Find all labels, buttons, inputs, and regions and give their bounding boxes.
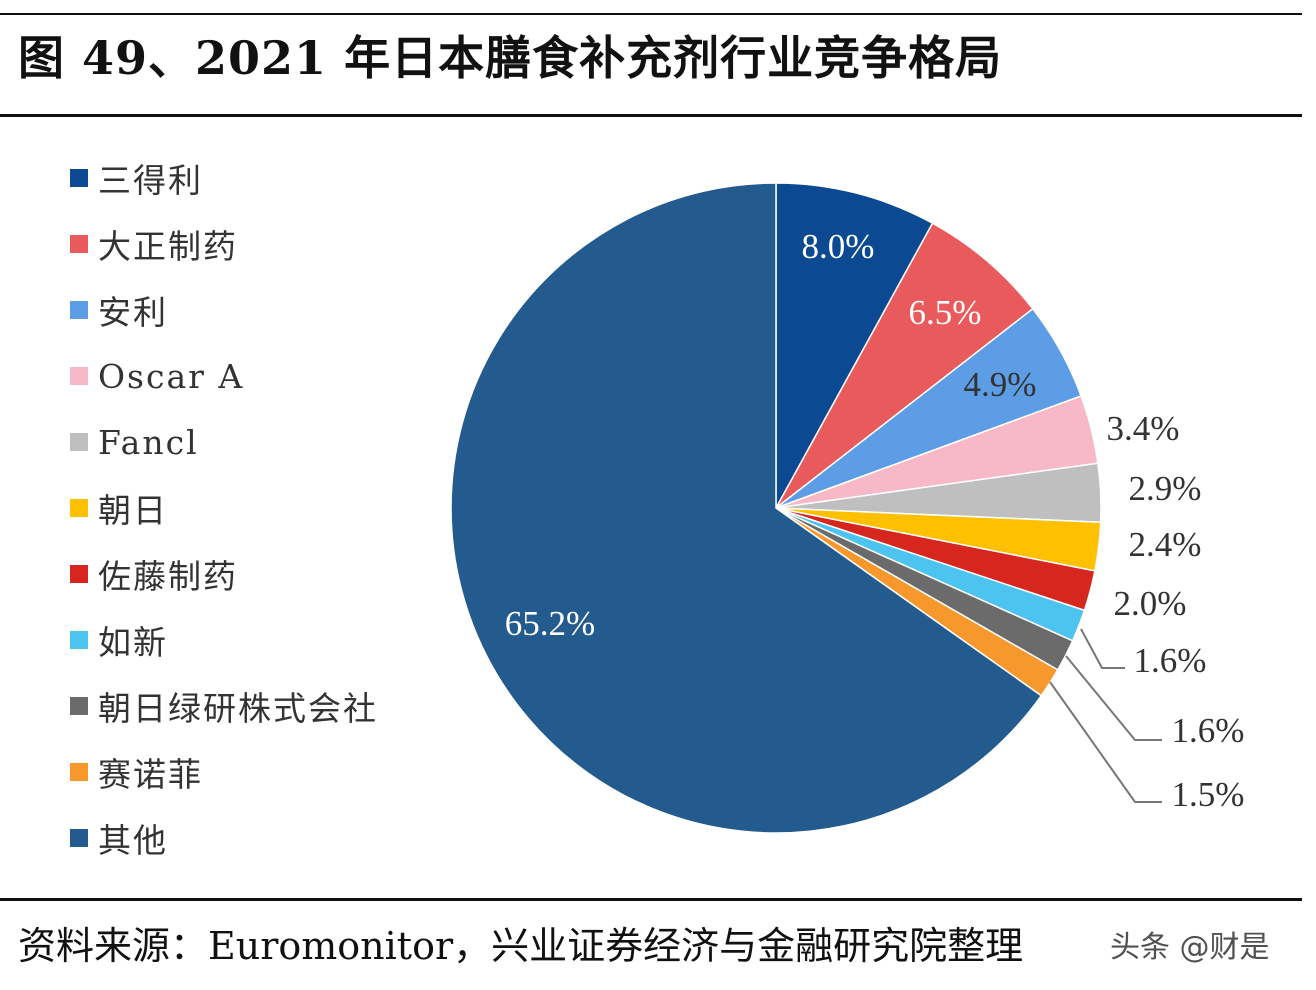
legend-label: 佐藤制药: [98, 557, 238, 596]
legend-swatch: [70, 499, 88, 517]
legend-item: 朝日绿研株式会社: [70, 673, 378, 739]
data-label: 8.0%: [802, 227, 875, 266]
legend-swatch: [70, 829, 88, 847]
top-rule: [0, 13, 1302, 15]
legend-item: 其他: [70, 805, 378, 871]
legend-item: 朝日: [70, 475, 378, 541]
data-label: 6.5%: [909, 293, 982, 332]
legend-item: Oscar A: [70, 343, 378, 409]
legend-label: 朝日绿研株式会社: [98, 689, 378, 728]
legend-swatch: [70, 697, 88, 715]
legend-swatch: [70, 565, 88, 583]
legend-label: 其他: [98, 821, 168, 860]
legend-label: 大正制药: [98, 227, 238, 266]
footer-rule: [0, 898, 1302, 901]
legend-item: 赛诺菲: [70, 739, 378, 805]
data-label: 1.6%: [1172, 711, 1245, 750]
leader-line: [1080, 628, 1125, 669]
legend-item: 三得利: [70, 145, 378, 211]
pie-slice: [450, 182, 1043, 834]
chart-title: 图 49、2021 年日本膳食补充剂行业竞争格局: [18, 31, 1003, 85]
pie-slice: [775, 182, 934, 509]
title-rule: [0, 114, 1302, 117]
legend-label: 朝日: [98, 491, 168, 530]
data-label: 1.5%: [1172, 775, 1245, 814]
legend-label: Fancl: [98, 422, 199, 462]
data-label: 65.2%: [505, 604, 595, 643]
legend-item: 如新: [70, 607, 378, 673]
pie-slice: [775, 222, 1034, 509]
legend-swatch: [70, 301, 88, 319]
legend-label: 三得利: [98, 161, 203, 200]
legend-swatch: [70, 235, 88, 253]
legend-item: 佐藤制药: [70, 541, 378, 607]
legend-label: 赛诺菲: [98, 755, 203, 794]
data-label: 1.6%: [1134, 641, 1207, 680]
leader-line: [1065, 655, 1162, 741]
legend-label: Oscar A: [98, 356, 245, 396]
source-note: 资料来源：Euromonitor，兴业证券经济与金融研究院整理: [18, 924, 1024, 968]
data-label: 3.4%: [1107, 409, 1180, 448]
legend-item: 大正制药: [70, 211, 378, 277]
legend-item: 安利: [70, 277, 378, 343]
legend-label: 安利: [98, 293, 168, 332]
data-label: 4.9%: [964, 365, 1037, 404]
legend-swatch: [70, 169, 88, 187]
legend-label: 如新: [98, 623, 168, 662]
legend-swatch: [70, 433, 88, 451]
legend-swatch: [70, 367, 88, 385]
legend-swatch: [70, 763, 88, 781]
data-label: 2.4%: [1129, 525, 1202, 564]
data-label: 2.0%: [1114, 584, 1187, 623]
legend: 三得利大正制药安利 Oscar A Fancl 朝日佐藤制药如新朝日绿研株式会社 赛诺菲…: [70, 145, 378, 871]
legend-swatch: [70, 631, 88, 649]
legend-item: Fancl: [70, 409, 378, 475]
leader-line: [1049, 681, 1162, 803]
watermark: 头条 @财是: [1110, 930, 1270, 965]
data-label: 2.9%: [1129, 469, 1202, 508]
